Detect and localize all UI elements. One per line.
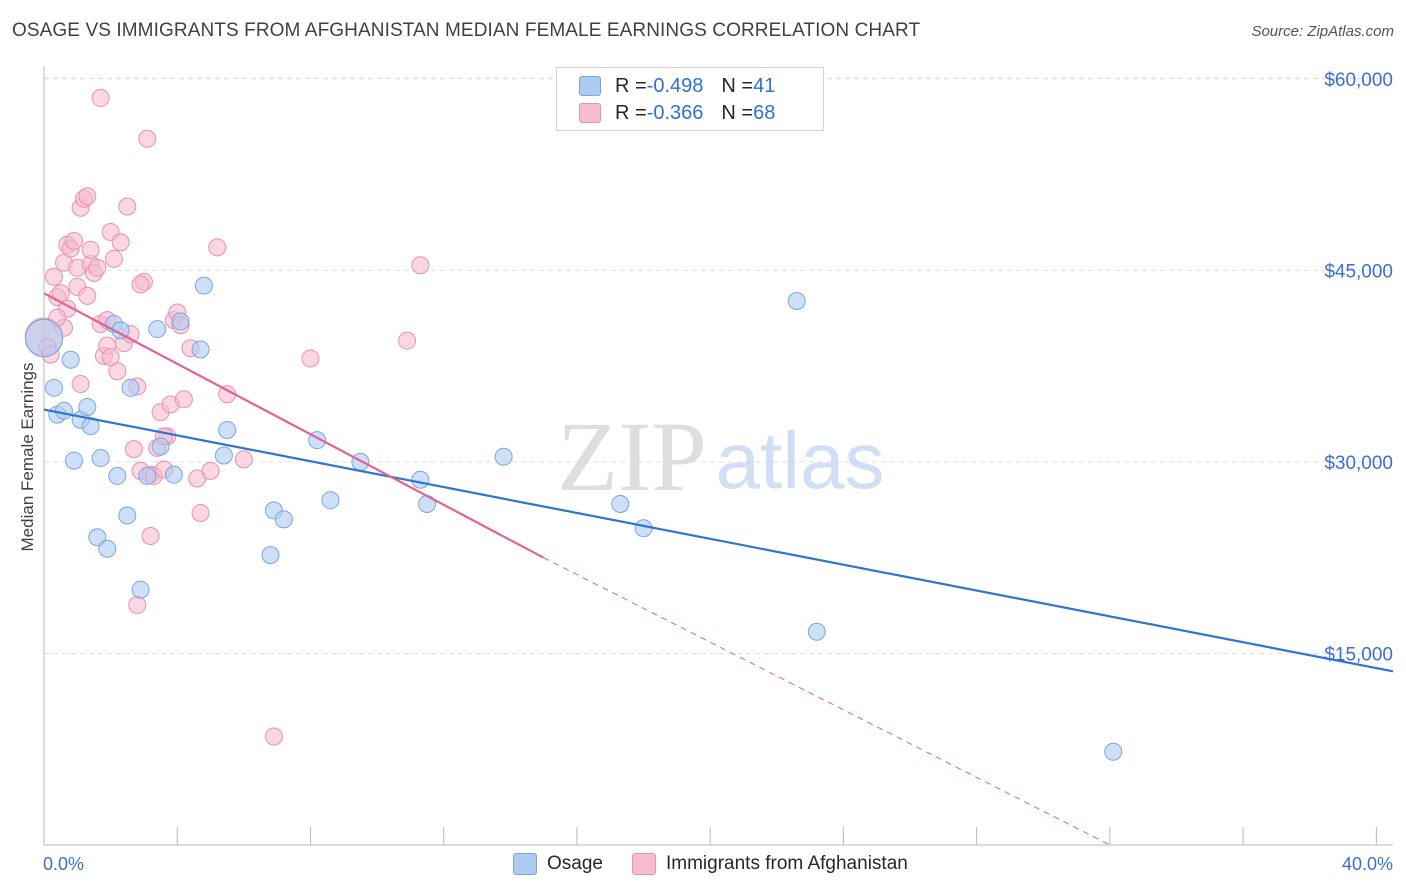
osage-point — [634, 519, 653, 538]
afghan-point — [188, 469, 207, 488]
gridlines — [44, 77, 1393, 654]
afghan-point — [234, 450, 253, 469]
osage-point — [164, 465, 183, 484]
osage-point — [98, 539, 117, 558]
chart-title: OSAGE VS IMMIGRANTS FROM AFGHANISTAN MED… — [12, 20, 921, 41]
afghan-point — [411, 256, 430, 275]
legend-row-afghan: R = -0.366 N = 68 — [579, 100, 775, 126]
afghan-point — [104, 249, 123, 268]
afghan-n-label: N = — [721, 101, 754, 124]
y-axis-label: Median Female Earnings — [18, 363, 37, 552]
osage-point — [274, 510, 293, 529]
x-tick-label: 0.0% — [43, 854, 84, 874]
y-tick-label: $15,000 — [1324, 644, 1393, 665]
osage-point — [118, 506, 137, 525]
afghan-point — [91, 88, 110, 107]
afghan-point — [138, 129, 157, 148]
osage-n-value: 41 — [753, 74, 776, 97]
osage-point — [88, 528, 107, 547]
osage-point — [131, 580, 150, 599]
osage-point — [807, 622, 826, 641]
bottom-legend-osage[interactable]: Osage — [513, 851, 603, 877]
watermark-zip: ZIP — [557, 401, 707, 512]
source-label: Source: ZipAtlas.com — [1251, 23, 1394, 40]
watermark: ZIP atlas — [557, 401, 884, 512]
afghan-point — [128, 595, 147, 614]
osage-point — [321, 491, 340, 510]
osage-point — [44, 378, 63, 397]
afghan-point — [141, 526, 160, 545]
osage-n-label: N = — [721, 74, 754, 97]
osage-r-label: R = — [615, 74, 647, 97]
osage-point — [1104, 742, 1123, 761]
afghan-point — [118, 197, 137, 216]
osage-swatch — [579, 76, 601, 96]
osage-point — [61, 350, 80, 369]
afghan-point — [64, 231, 83, 250]
legend-row-osage: R = -0.498 N = 41 — [579, 73, 775, 99]
afghan-point — [101, 348, 120, 367]
osage-point — [494, 447, 513, 466]
bottom-legend-afghan[interactable]: Immigrants from Afghanistan — [632, 851, 908, 877]
y-tick-label: $45,000 — [1324, 261, 1393, 282]
y-tick-label: $30,000 — [1324, 453, 1393, 474]
afghan-legend-swatch — [632, 853, 656, 875]
afghan-point — [111, 233, 130, 252]
afghan-trend-line — [43, 292, 545, 559]
afghan-point — [44, 267, 63, 286]
afghan-trend-extension — [543, 557, 1111, 846]
osage-point — [171, 312, 190, 331]
osage-legend-swatch — [513, 853, 537, 875]
afghan-point — [71, 374, 90, 393]
watermark-atlas: atlas — [716, 416, 885, 505]
osage-point — [78, 397, 97, 416]
x-tick-label: 40.0% — [1342, 854, 1393, 874]
afghan-swatch — [579, 103, 601, 123]
osage-point — [261, 546, 280, 565]
trend-lines — [43, 292, 1394, 846]
osage-point — [24, 318, 64, 358]
osage-legend-label: Osage — [547, 853, 603, 874]
osage-point — [787, 291, 806, 310]
afghan-n-value: 68 — [753, 101, 776, 124]
osage-point — [91, 449, 110, 468]
axes — [43, 66, 1393, 846]
osage-trend-line — [43, 408, 1394, 673]
afghan-legend-label: Immigrants from Afghanistan — [666, 853, 908, 874]
osage-point — [194, 276, 213, 295]
data-points — [24, 88, 1123, 761]
y-tick-label: $60,000 — [1324, 70, 1393, 91]
afghan-r-value: -0.366 — [646, 101, 704, 124]
afghan-point — [124, 440, 143, 459]
osage-point — [64, 451, 83, 470]
afghan-point — [131, 275, 150, 294]
osage-point — [214, 446, 233, 465]
afghan-point — [264, 727, 283, 746]
osage-point — [411, 470, 430, 489]
osage-point — [148, 320, 167, 339]
afghan-point — [88, 258, 107, 277]
afghan-point — [398, 331, 417, 350]
afghan-point — [174, 390, 193, 409]
afghan-point — [78, 286, 97, 305]
afghan-point — [301, 349, 320, 368]
osage-r-value: -0.498 — [646, 74, 704, 97]
afghan-point — [78, 187, 97, 206]
afghan-point — [191, 503, 210, 522]
correlation-legend: R = -0.498 N = 41 R = -0.366 N = 68 — [556, 67, 824, 131]
tick-labels: $15,000 $30,000 $45,000 $60,000 0.0% 40.0% — [43, 70, 1393, 874]
osage-point — [151, 437, 170, 456]
osage-point — [611, 495, 630, 514]
osage-point — [108, 466, 127, 485]
afghan-r-label: R = — [615, 101, 647, 124]
afghan-point — [81, 240, 100, 259]
osage-point — [218, 420, 237, 439]
osage-point — [191, 340, 210, 359]
osage-point — [121, 378, 140, 397]
osage-point — [54, 401, 73, 420]
afghan-point — [208, 238, 227, 257]
afghan-point — [201, 461, 220, 480]
osage-point — [138, 466, 157, 485]
